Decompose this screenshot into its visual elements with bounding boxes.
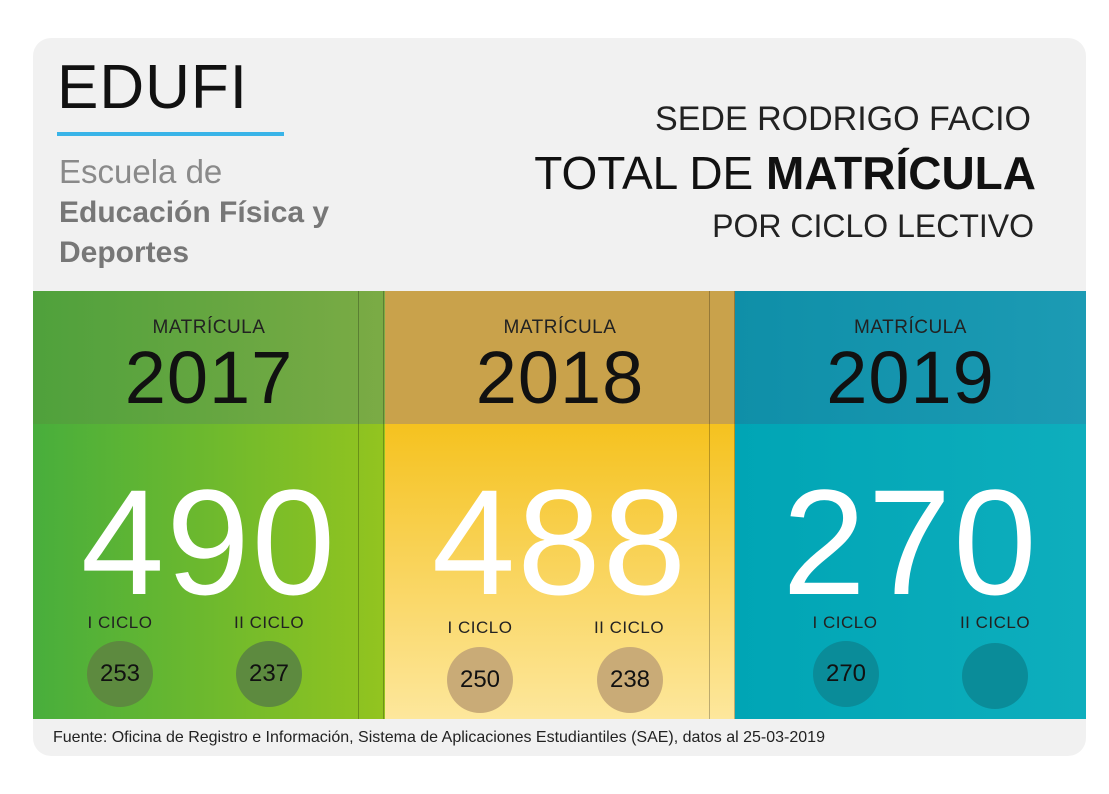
subtitle: POR CICLO LECTIVO bbox=[712, 208, 1034, 244]
header: EDUFI Escuela de Educación Física y Depo… bbox=[33, 38, 1086, 291]
cycle2-label: II CICLO bbox=[593, 618, 665, 637]
school-name-line2: Educación Física y Deportes bbox=[59, 196, 330, 269]
cycle1-label: I CICLO bbox=[812, 613, 878, 632]
year-label: 2017 bbox=[124, 336, 294, 419]
column-2017: MATRÍCULA 2017 490 I CICLO II CICLO 253 … bbox=[33, 291, 385, 719]
cycle2-label: II CICLO bbox=[959, 613, 1031, 632]
year-label: 2019 bbox=[826, 336, 995, 419]
school-name-line1: Escuela de bbox=[59, 153, 223, 190]
cycle1-value: 253 bbox=[87, 641, 153, 707]
cycle1-value: 250 bbox=[447, 647, 513, 713]
cycle1-value: 270 bbox=[813, 641, 879, 707]
total-value: 270 bbox=[782, 458, 1039, 626]
total-value: 488 bbox=[431, 458, 689, 626]
source-footnote: Fuente: Oficina de Registro e Informació… bbox=[53, 729, 825, 746]
main-title-prefix: TOTAL DE bbox=[534, 147, 767, 199]
total-value: 490 bbox=[80, 458, 338, 626]
cycle1-label: I CICLO bbox=[447, 618, 513, 637]
column-2019: MATRÍCULA 2019 270 I CICLO II CICLO 270 bbox=[735, 291, 1086, 719]
main-title: TOTAL DE MATRÍCULA bbox=[534, 146, 1036, 200]
cycle2-value: 238 bbox=[597, 647, 663, 713]
edufi-logo: EDUFI bbox=[57, 53, 248, 122]
main-title-bold: MATRÍCULA bbox=[766, 147, 1036, 199]
column-2018-header bbox=[385, 291, 735, 424]
cycle2-value: 237 bbox=[236, 641, 302, 707]
matricula-label: MATRÍCULA bbox=[854, 317, 967, 338]
column-2019-header bbox=[735, 291, 1086, 424]
year-label: 2018 bbox=[475, 336, 645, 419]
column-divider bbox=[709, 291, 735, 719]
cycle2-value bbox=[962, 643, 1028, 709]
sede-title: SEDE RODRIGO FACIO bbox=[655, 100, 1031, 138]
matricula-label: MATRÍCULA bbox=[503, 317, 617, 338]
column-divider bbox=[358, 291, 384, 719]
logo-underline bbox=[57, 132, 284, 136]
matricula-label: MATRÍCULA bbox=[152, 317, 266, 338]
cycle2-label: II CICLO bbox=[233, 613, 305, 632]
column-2018-body bbox=[385, 424, 735, 719]
infographic-card: EDUFI Escuela de Educación Física y Depo… bbox=[33, 38, 1086, 756]
column-2017-header bbox=[33, 291, 385, 424]
column-2018: MATRÍCULA 2018 488 I CICLO II CICLO 250 … bbox=[385, 291, 735, 719]
cycle1-label: I CICLO bbox=[87, 613, 153, 632]
